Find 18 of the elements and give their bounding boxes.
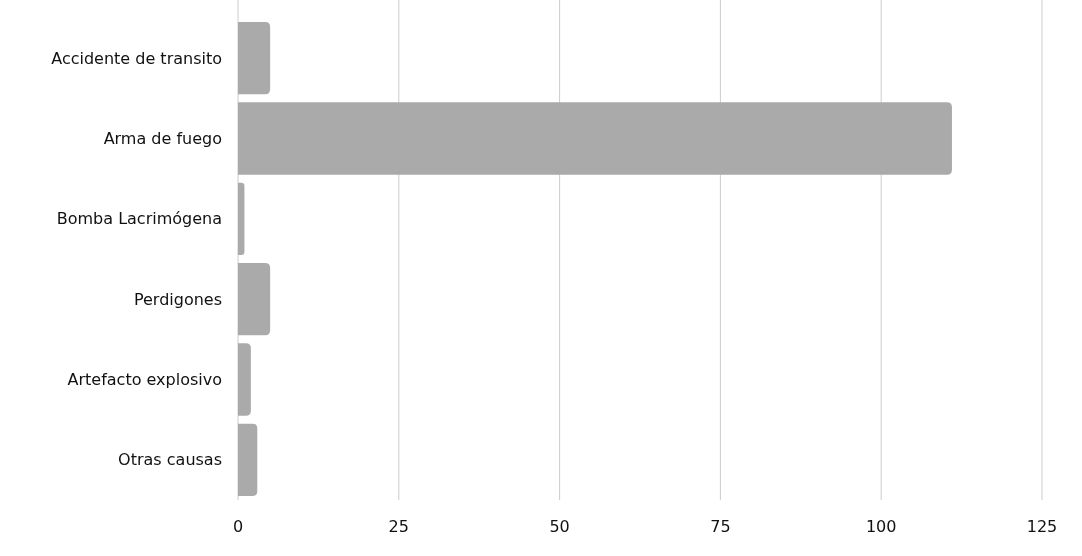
y-tick-label: Artefacto explosivo — [67, 370, 222, 390]
bar — [238, 182, 245, 255]
x-tick-label: 125 — [1026, 517, 1058, 536]
bar — [238, 22, 271, 95]
y-tick-label: Arma de fuego — [103, 129, 222, 149]
y-tick-label: Bomba Lacrimógena — [56, 209, 222, 229]
x-tick-label: 100 — [865, 517, 897, 536]
x-tick-label: 75 — [710, 517, 731, 536]
x-tick-label: 50 — [549, 517, 570, 536]
bar — [238, 343, 251, 416]
x-tick-label: 0 — [232, 517, 244, 536]
y-tick-label: Perdigones — [133, 289, 222, 309]
bar — [238, 263, 271, 336]
x-tick-label: 25 — [388, 517, 409, 536]
y-tick-label: Accidente de transito — [51, 48, 222, 68]
bar — [238, 423, 258, 496]
y-tick-label: Otras causas — [118, 450, 222, 470]
bar — [238, 102, 952, 175]
